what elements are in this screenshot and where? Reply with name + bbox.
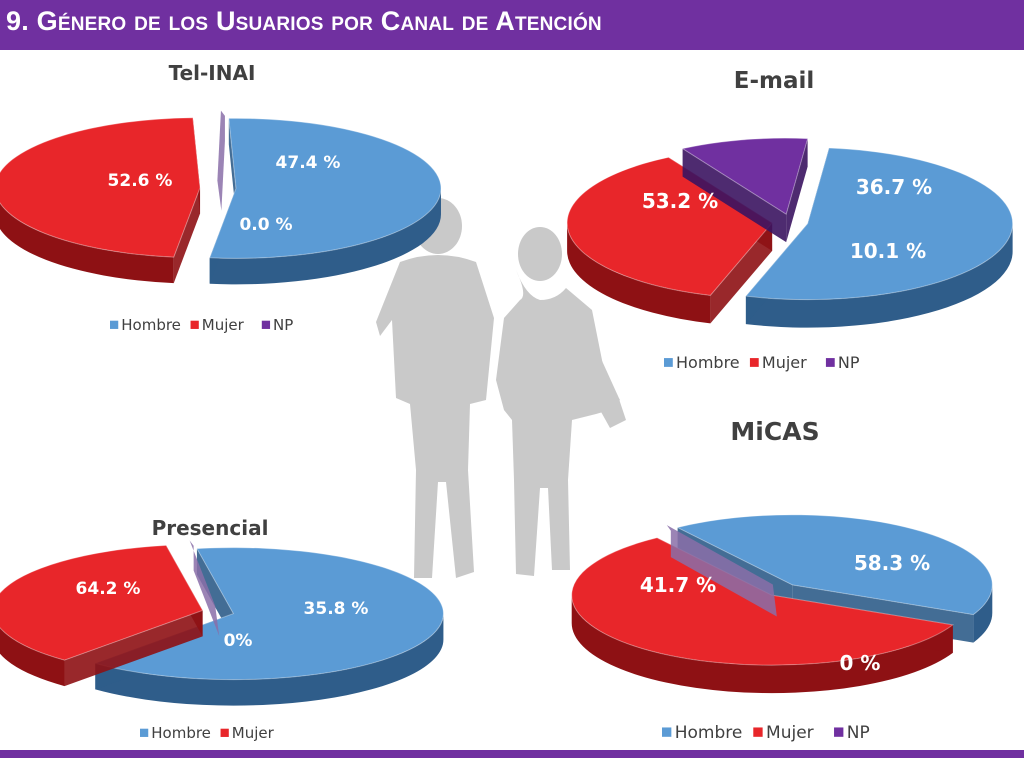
chart-legend: Hombre Mujer NP: [110, 316, 293, 334]
legend-item-np: NP: [834, 723, 870, 743]
pie-chart-presencial: Presencial 64.2 % 35.8 % 0% Hombre Mujer: [0, 516, 444, 742]
legend-item-mujer: Mujer: [753, 723, 814, 743]
pie-slice-hombre: [744, 147, 1014, 328]
pie-slice-mujer: [0, 117, 201, 284]
data-label-mujer: 58.3 %: [854, 551, 930, 575]
legend-swatch: [220, 728, 229, 737]
chart-title: E-mail: [734, 68, 815, 94]
legend-item-hombre: Hombre: [140, 724, 211, 742]
data-label-mujer: 36.7 %: [856, 175, 932, 199]
legend-item-hombre: Hombre: [110, 316, 181, 334]
pie-slice-np: [189, 540, 220, 637]
pie-chart-e-mail: E-mail 53.2 % 36.7 % 10.1 % Hombre Mujer NP: [566, 68, 1014, 372]
chart-title: Tel-INAI: [169, 61, 256, 85]
data-label-hombre: 64.2 %: [76, 579, 141, 599]
pie-slice-hombre: [209, 117, 442, 285]
legend-swatch: [662, 727, 672, 737]
chart-title: Presencial: [152, 516, 269, 540]
legend-label: Mujer: [232, 724, 275, 742]
chart-legend: Hombre Mujer NP: [662, 723, 870, 743]
pie-slice-mujer: [0, 544, 204, 687]
couple-silhouette-image: [376, 198, 626, 578]
header-banner: 9. Género de los Usuarios por Canal de A…: [0, 0, 1024, 50]
data-label-hombre: 52.6 %: [108, 171, 173, 191]
legend-label: NP: [838, 353, 860, 372]
pie-slice-hombre: [93, 547, 444, 706]
legend-swatch: [753, 727, 763, 737]
chart-legend: Hombre Mujer: [140, 724, 275, 742]
data-label-np: 10.1 %: [850, 239, 926, 263]
legend-label: Mujer: [202, 316, 245, 334]
legend-swatch: [749, 358, 759, 367]
pie-slice-np: [666, 525, 777, 617]
chart-legend: Hombre Mujer NP: [664, 353, 860, 372]
pie-chart-tel-inai: Tel-INAI 52.6 % 47.4 % 0.0 % Hombre Mujer NP: [0, 61, 442, 334]
legend-item-hombre: Hombre: [664, 353, 740, 372]
legend-label: Hombre: [121, 316, 181, 334]
legend-label: Hombre: [151, 724, 211, 742]
pie-slice-np: [681, 137, 809, 243]
data-label-mujer: 35.8 %: [304, 599, 369, 619]
legend-item-np: NP: [261, 316, 293, 334]
legend-label: Mujer: [766, 723, 814, 743]
legend-label: Hombre: [675, 723, 743, 743]
page-title: 9. Género de los Usuarios por Canal de A…: [6, 6, 602, 36]
legend-swatch: [834, 727, 844, 737]
pie-chart-micas: MiCAS 41.7 % 58.3 % 0 % Hombre Mujer NP: [571, 417, 993, 743]
data-label-np: 0%: [224, 631, 253, 651]
legend-swatch: [110, 320, 119, 329]
legend-swatch: [140, 728, 149, 737]
legend-label: Mujer: [762, 353, 807, 372]
legend-item-mujer: Mujer: [190, 316, 245, 334]
legend-item-hombre: Hombre: [662, 723, 742, 743]
legend-swatch: [190, 320, 199, 329]
legend-swatch: [261, 320, 271, 329]
data-label-mujer: 47.4 %: [276, 153, 341, 173]
data-label-np: 0 %: [840, 651, 881, 675]
legend-item-mujer: Mujer: [749, 353, 807, 372]
legend-label: Hombre: [676, 353, 740, 372]
footer-bar: [0, 750, 1024, 758]
legend-label: NP: [273, 316, 293, 334]
legend-label: NP: [847, 723, 870, 743]
data-label-np: 0.0 %: [239, 215, 292, 235]
legend-item-mujer: Mujer: [220, 724, 275, 742]
legend-swatch: [664, 358, 673, 367]
data-label-hombre: 53.2 %: [642, 189, 718, 213]
legend-swatch: [825, 358, 835, 367]
data-label-hombre: 41.7 %: [640, 573, 716, 597]
pie-slice-np: [217, 110, 225, 211]
chart-title: MiCAS: [730, 417, 819, 446]
legend-item-np: NP: [825, 353, 860, 372]
